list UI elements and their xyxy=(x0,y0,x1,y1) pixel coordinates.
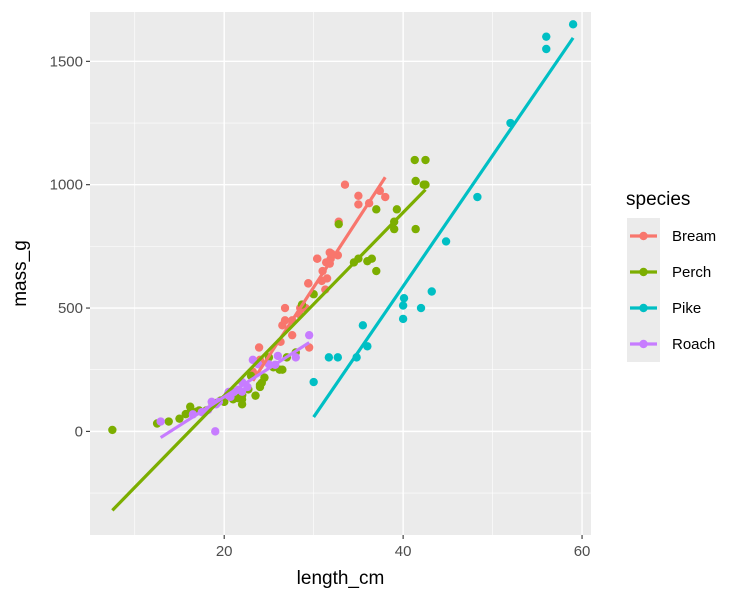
legend-label-bream: Bream xyxy=(672,228,716,245)
x-axis-title: length_cm xyxy=(297,568,385,589)
legend-point-perch xyxy=(639,267,648,277)
major-gridlines xyxy=(90,12,591,535)
roach-point xyxy=(156,417,165,426)
pike-point xyxy=(473,192,482,202)
legend-label-perch: Perch xyxy=(672,264,711,281)
x-axis: 20 40 60 xyxy=(216,535,591,560)
y-tick-label: 1500 xyxy=(50,53,83,70)
perch-point xyxy=(372,266,381,276)
pike-point xyxy=(399,293,409,303)
roach-point xyxy=(304,330,314,340)
perch-point xyxy=(421,155,430,165)
legend-point-roach xyxy=(639,339,648,349)
pike-point xyxy=(542,32,551,41)
pike-point xyxy=(398,314,408,324)
pike-point xyxy=(398,301,408,310)
y-tick-label: 0 xyxy=(75,423,83,440)
x-tick-label: 20 xyxy=(216,543,233,560)
legend-point-bream xyxy=(639,231,648,241)
bream-point xyxy=(340,180,350,189)
bream-point xyxy=(313,254,322,263)
perch-fit-line xyxy=(111,188,427,512)
pike-point xyxy=(324,353,334,362)
x-tick-label: 40 xyxy=(395,543,412,560)
perch-point xyxy=(108,425,117,435)
pike-point xyxy=(441,237,451,246)
bream-point xyxy=(354,200,363,209)
perch-point xyxy=(334,219,343,229)
perch-point xyxy=(278,365,287,374)
y-tick-label: 500 xyxy=(58,300,83,317)
perch-point xyxy=(260,373,269,382)
pike-point xyxy=(416,303,426,313)
y-tick-label: 1000 xyxy=(50,177,83,194)
perch-point xyxy=(411,224,420,234)
bream-point xyxy=(254,343,264,352)
roach-point xyxy=(291,353,300,362)
pike-fit-line xyxy=(312,36,575,418)
perch-point xyxy=(363,256,372,266)
bream-fit-line xyxy=(251,176,387,382)
pike-point xyxy=(358,321,368,330)
pike-point xyxy=(427,287,436,296)
fit-lines xyxy=(111,36,575,512)
perch-point xyxy=(164,417,173,426)
bream-point xyxy=(280,316,290,325)
perch-point xyxy=(421,180,430,189)
perch-point xyxy=(410,155,419,165)
pike-point xyxy=(568,20,578,29)
perch-point xyxy=(389,224,399,234)
perch-point xyxy=(372,205,381,214)
bream-point xyxy=(354,191,363,200)
bream-point xyxy=(322,274,332,283)
legend-label-pike: Pike xyxy=(672,300,701,317)
perch-point xyxy=(175,414,184,423)
bream-point xyxy=(280,303,290,313)
legend-point-pike xyxy=(639,303,648,313)
legend: species Bream Perch Pike Roach xyxy=(626,189,716,362)
y-axis: 0 500 1000 1500 xyxy=(50,53,90,440)
roach-point xyxy=(211,427,220,436)
legend-items: Bream Perch Pike Roach xyxy=(627,218,716,362)
roach-point xyxy=(273,351,283,361)
roach-fit-line xyxy=(159,341,311,439)
legend-label-roach: Roach xyxy=(672,336,715,353)
legend-title: species xyxy=(626,189,690,210)
perch-point xyxy=(251,391,260,400)
pike-point xyxy=(309,377,318,387)
perch-point xyxy=(392,205,402,214)
bream-point xyxy=(381,192,390,202)
bream-point xyxy=(304,279,313,288)
bream-point xyxy=(287,330,297,340)
pike-point xyxy=(542,44,551,54)
x-tick-label: 60 xyxy=(574,543,591,560)
perch-point xyxy=(411,176,420,186)
y-axis-title: mass_g xyxy=(10,240,31,307)
pike-point xyxy=(333,353,343,362)
